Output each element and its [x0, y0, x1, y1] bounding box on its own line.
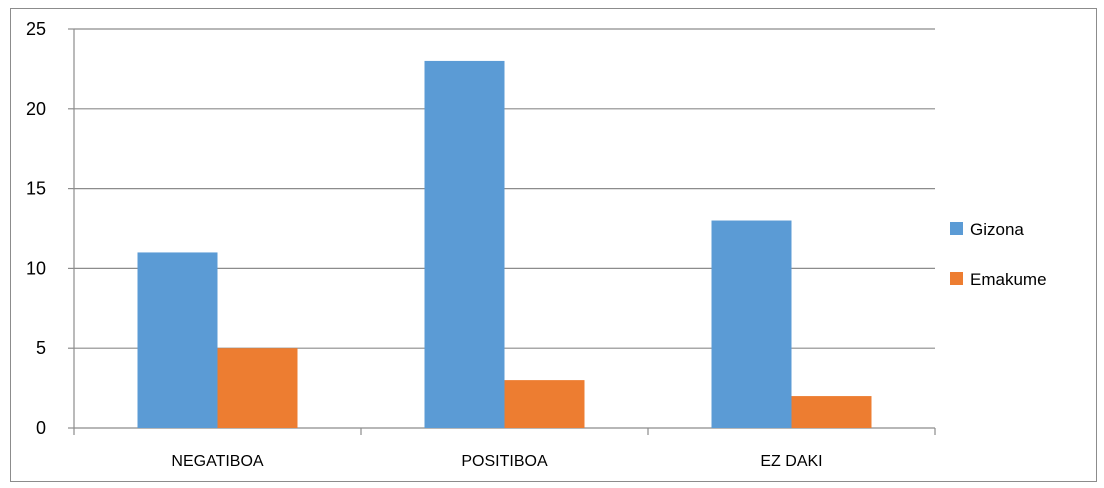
y-tick-label: 5 [36, 338, 46, 358]
bar-gizona-positiboa [424, 60, 505, 429]
x-category-label: POSITIBOA [461, 453, 548, 470]
tick-labels: 0 5 10 15 20 25 NEGATIBOA POSITIBOA EZ DAKI [26, 19, 823, 470]
y-tick-label: 25 [26, 19, 46, 39]
legend-swatch-emakume [950, 272, 963, 285]
bar-emakume-negatiboa [217, 348, 298, 428]
legend-label-gizona: Gizona [970, 220, 1024, 239]
bar-gizona-negatiboa [137, 252, 218, 428]
legend-swatch-gizona [950, 222, 963, 235]
y-tick-label: 15 [26, 179, 46, 199]
x-category-label: NEGATIBOA [171, 453, 263, 470]
legend: Gizona Emakume [950, 220, 1047, 289]
bar-gizona-ez-daki [711, 220, 792, 428]
x-category-label: EZ DAKI [760, 453, 822, 470]
bars [137, 60, 872, 429]
y-tick-label: 10 [26, 258, 46, 278]
bar-emakume-positiboa [504, 380, 585, 428]
bar-emakume-ez-daki [791, 396, 872, 428]
y-tick-label: 0 [36, 418, 46, 438]
y-tick-label: 20 [26, 99, 46, 119]
legend-label-emakume: Emakume [970, 270, 1047, 289]
